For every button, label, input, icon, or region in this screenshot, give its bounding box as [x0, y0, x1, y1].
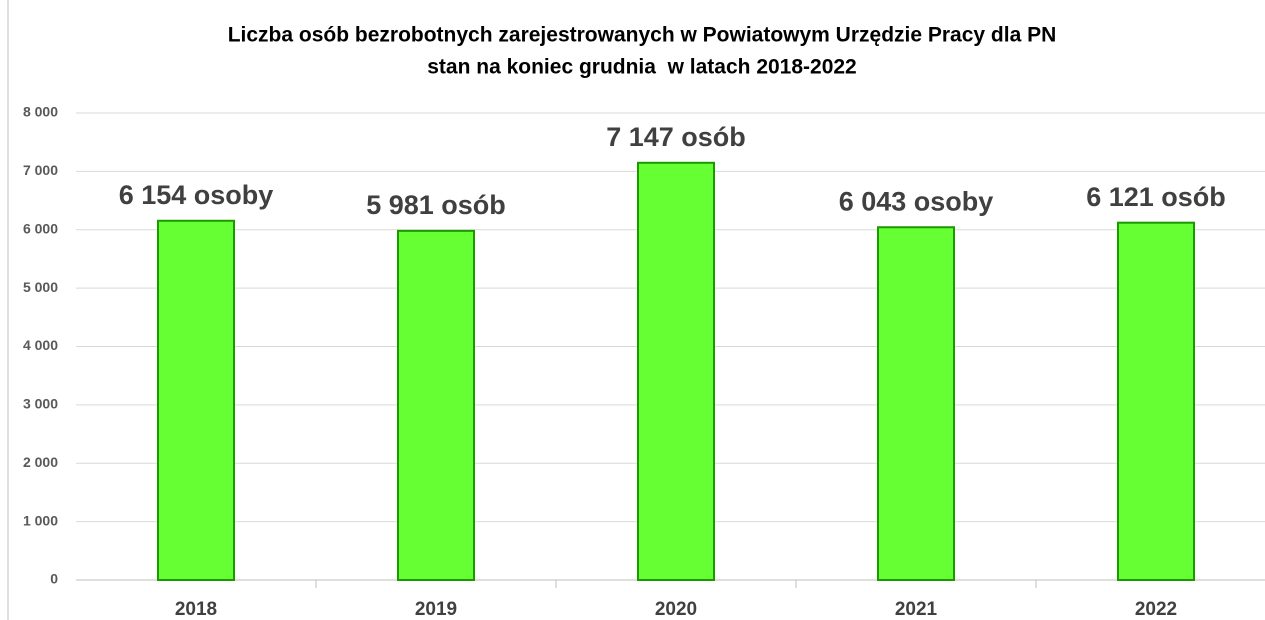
- bar: [397, 229, 475, 581]
- x-tick-label: 2019: [415, 599, 457, 620]
- bar: [1117, 221, 1195, 582]
- x-tick-label: 2020: [655, 599, 697, 620]
- x-tick-label: 2018: [175, 599, 217, 620]
- y-tick-label: 4 000: [23, 337, 58, 353]
- bar: [877, 226, 955, 581]
- y-tick-label: 8 000: [23, 104, 58, 120]
- x-tick-label: 2021: [895, 599, 938, 620]
- bar: [157, 219, 235, 581]
- data-label: 5 981 osób: [366, 190, 506, 220]
- x-tick-label: 2022: [1135, 599, 1177, 620]
- y-tick-label: 0: [50, 571, 58, 587]
- y-tick-label: 1 000: [23, 512, 58, 528]
- chart-title: Liczba osób bezrobotnych zarejestrowanyc…: [228, 24, 1057, 47]
- data-label: 7 147 osób: [606, 122, 746, 152]
- y-tick-label: 2 000: [23, 454, 58, 470]
- bar: [637, 161, 715, 581]
- chart-subtitle: stan na koniec grudnia w latach 2018-202…: [427, 56, 857, 79]
- y-tick-label: 3 000: [23, 396, 58, 412]
- data-label: 6 043 osoby: [839, 186, 994, 216]
- data-label: 6 121 osób: [1086, 182, 1226, 212]
- y-tick-label: 7 000: [23, 162, 58, 178]
- y-tick-label: 5 000: [23, 279, 58, 295]
- y-tick-label: 6 000: [23, 220, 58, 236]
- data-label: 6 154 osoby: [119, 180, 274, 210]
